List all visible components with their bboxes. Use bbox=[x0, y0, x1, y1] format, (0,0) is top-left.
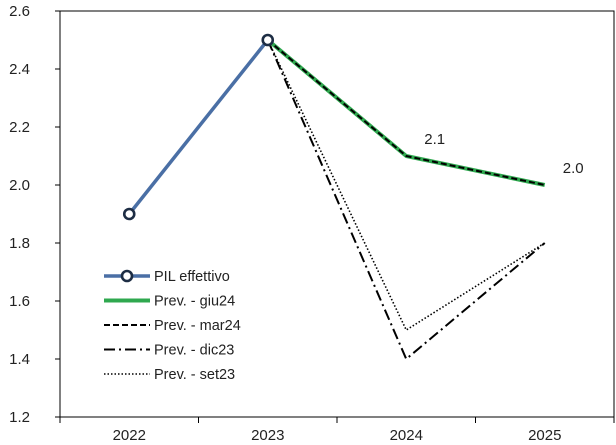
y-tick-label: 1.6 bbox=[9, 293, 30, 310]
series-layer bbox=[122, 33, 546, 360]
x-axis: 2022 2023 2024 2025 bbox=[59, 417, 615, 444]
legend-label: Prev. - mar24 bbox=[154, 318, 241, 334]
plot-area bbox=[59, 10, 615, 418]
legend-label: Prev. - dic23 bbox=[154, 343, 234, 359]
annotations: 2.1 2.0 bbox=[424, 131, 583, 177]
legend-label: Prev. - set23 bbox=[154, 367, 235, 383]
legend: PIL effettivo Prev. - giu24 Prev. - mar24 P… bbox=[104, 269, 241, 383]
x-tick-label: 2022 bbox=[113, 427, 146, 444]
y-tick-label: 2.0 bbox=[9, 177, 30, 194]
data-label: 2.0 bbox=[563, 160, 584, 177]
y-tick-label: 2.4 bbox=[9, 61, 30, 78]
legend-label: Prev. - giu24 bbox=[154, 294, 235, 310]
data-point-pil-effettivo bbox=[261, 33, 275, 47]
y-axis: 1.2 1.4 1.6 1.8 2.0 2.2 2.4 2.6 bbox=[9, 3, 60, 426]
x-tick-label: 2024 bbox=[390, 427, 423, 444]
y-tick-label: 2.6 bbox=[9, 3, 30, 20]
x-tick-label: 2023 bbox=[251, 427, 284, 444]
data-label: 2.1 bbox=[424, 131, 445, 148]
y-tick-label: 1.8 bbox=[9, 235, 30, 252]
y-tick-label: 1.4 bbox=[9, 351, 30, 368]
y-tick-label: 2.2 bbox=[9, 119, 30, 136]
legend-label: PIL effettivo bbox=[154, 269, 230, 285]
legend-marker bbox=[120, 269, 134, 283]
x-tick-label: 2025 bbox=[528, 427, 561, 444]
series-line-prev-mar24 bbox=[267, 39, 545, 186]
y-tick-label: 1.2 bbox=[9, 409, 30, 426]
series-line-pil-effettivo bbox=[127, 38, 270, 216]
data-point-pil-effettivo bbox=[122, 207, 136, 221]
series-line-prev-dic23 bbox=[266, 39, 546, 360]
